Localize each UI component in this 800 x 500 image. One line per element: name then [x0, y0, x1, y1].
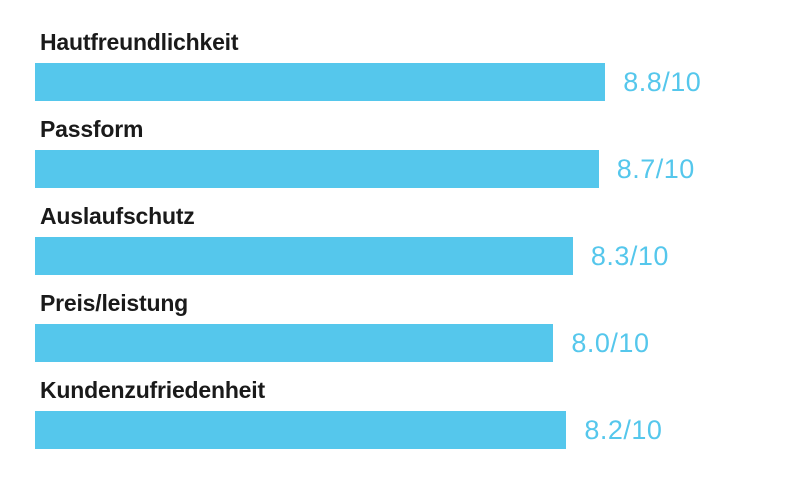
rating-value: 8.7/10: [616, 153, 695, 184]
rating-label: Hautfreundlichkeit: [40, 29, 239, 55]
rating-label: Kundenzufriedenheit: [40, 377, 265, 403]
bar-line: 8.3/10: [35, 237, 800, 275]
rating-row: Kundenzufriedenheit 8.2/10: [35, 377, 800, 464]
rating-label: Auslaufschutz: [40, 203, 195, 229]
rating-bar: [35, 237, 573, 275]
bar-line: 8.2/10: [35, 411, 800, 449]
rating-value: 8.2/10: [584, 414, 663, 445]
bar-line: 8.7/10: [35, 150, 800, 188]
rating-row: Passform 8.7/10: [35, 116, 800, 203]
rating-bar: [35, 150, 599, 188]
rating-bar: [35, 411, 567, 449]
rating-row: Preis/leistung 8.0/10: [35, 290, 800, 377]
rating-label: Passform: [40, 116, 144, 142]
rating-row: Hautfreundlichkeit 8.8/10: [35, 29, 800, 116]
rating-bar: [35, 324, 554, 362]
rating-bar: [35, 63, 606, 101]
bar-line: 8.8/10: [35, 63, 800, 101]
rating-value: 8.8/10: [623, 66, 702, 97]
rating-label: Preis/leistung: [40, 290, 189, 316]
rating-value: 8.0/10: [571, 327, 650, 358]
rating-value: 8.3/10: [590, 240, 669, 271]
rating-row: Auslaufschutz 8.3/10: [35, 203, 800, 290]
bar-line: 8.0/10: [35, 324, 800, 362]
